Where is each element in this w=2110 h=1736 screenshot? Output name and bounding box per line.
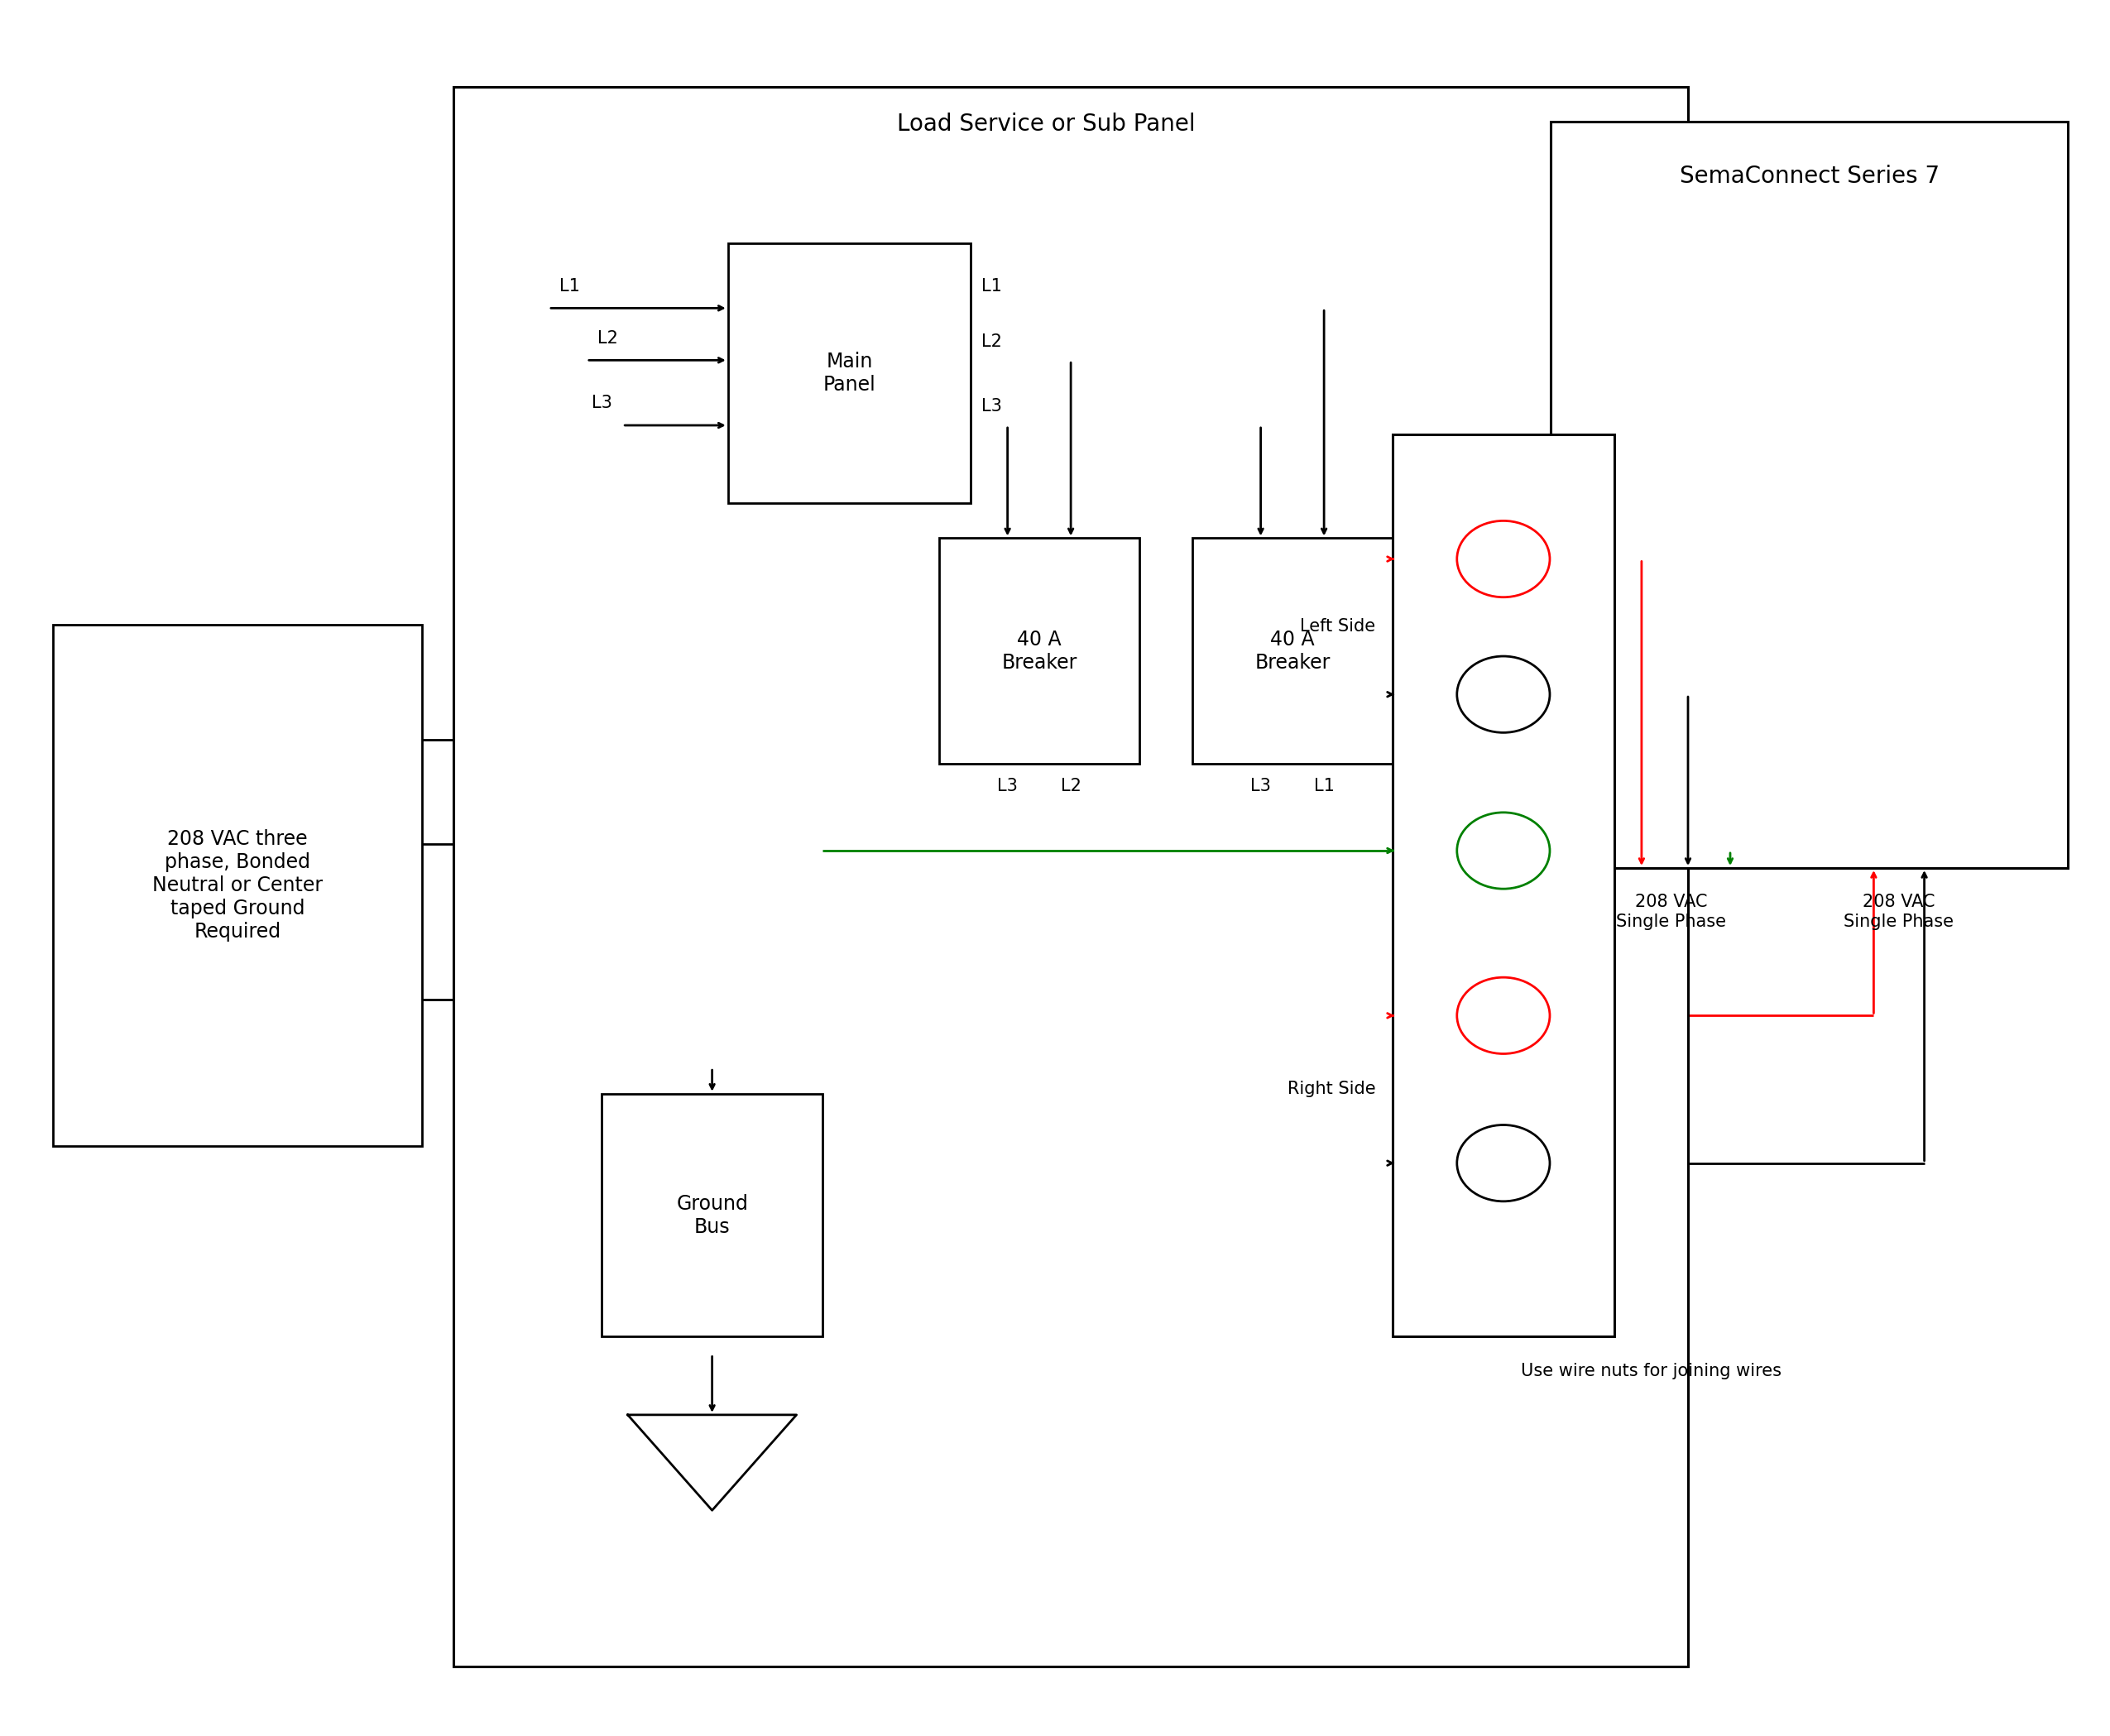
Bar bbox=[728, 243, 971, 503]
Text: Left Side: Left Side bbox=[1300, 618, 1376, 635]
Text: L3: L3 bbox=[591, 394, 612, 411]
Text: L1: L1 bbox=[559, 278, 580, 293]
Bar bbox=[1393, 434, 1614, 1337]
Text: L2: L2 bbox=[981, 333, 1002, 351]
Text: 208 VAC
Single Phase: 208 VAC Single Phase bbox=[1844, 894, 1954, 930]
Text: Use wire nuts for joining wires: Use wire nuts for joining wires bbox=[1521, 1363, 1781, 1380]
Text: 208 VAC three
phase, Bonded
Neutral or Center
taped Ground
Required: 208 VAC three phase, Bonded Neutral or C… bbox=[152, 830, 323, 941]
Circle shape bbox=[1456, 521, 1549, 597]
Circle shape bbox=[1456, 1125, 1549, 1201]
Text: Load Service or Sub Panel: Load Service or Sub Panel bbox=[897, 113, 1196, 135]
Text: Right Side: Right Side bbox=[1287, 1082, 1376, 1097]
Text: Main
Panel: Main Panel bbox=[823, 352, 876, 394]
Text: 40 A
Breaker: 40 A Breaker bbox=[1002, 630, 1076, 672]
Text: L3: L3 bbox=[981, 398, 1002, 415]
Bar bbox=[601, 1094, 823, 1337]
Circle shape bbox=[1456, 977, 1549, 1054]
Text: L1: L1 bbox=[1315, 778, 1334, 795]
Text: L1: L1 bbox=[981, 278, 1002, 293]
Text: L3: L3 bbox=[998, 778, 1017, 795]
Bar bbox=[1551, 122, 2068, 868]
Text: SemaConnect Series 7: SemaConnect Series 7 bbox=[1680, 165, 1939, 187]
Circle shape bbox=[1456, 656, 1549, 733]
Bar bbox=[1192, 538, 1393, 764]
Text: L2: L2 bbox=[597, 330, 618, 347]
Text: Ground
Bus: Ground Bus bbox=[675, 1194, 749, 1236]
Bar bbox=[53, 625, 422, 1146]
Text: L2: L2 bbox=[1061, 778, 1080, 795]
Text: 208 VAC
Single Phase: 208 VAC Single Phase bbox=[1616, 894, 1726, 930]
Bar bbox=[939, 538, 1139, 764]
Bar bbox=[454, 87, 1688, 1667]
Text: L3: L3 bbox=[1251, 778, 1270, 795]
Text: 40 A
Breaker: 40 A Breaker bbox=[1255, 630, 1329, 672]
Circle shape bbox=[1456, 812, 1549, 889]
